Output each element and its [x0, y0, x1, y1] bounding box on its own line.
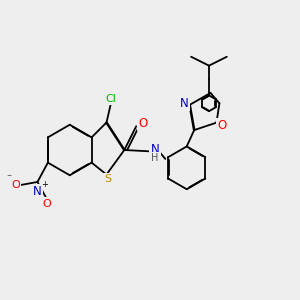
Text: +: +: [41, 180, 48, 189]
Text: O: O: [42, 199, 51, 208]
Text: N: N: [33, 185, 42, 198]
Text: O: O: [217, 119, 226, 132]
Text: O: O: [138, 117, 147, 130]
Text: ⁻: ⁻: [7, 173, 12, 183]
Text: Cl: Cl: [106, 94, 116, 104]
Text: H: H: [151, 153, 159, 163]
Text: N: N: [179, 97, 188, 110]
Text: N: N: [151, 142, 159, 156]
Text: S: S: [104, 174, 112, 184]
Text: O: O: [11, 180, 20, 190]
